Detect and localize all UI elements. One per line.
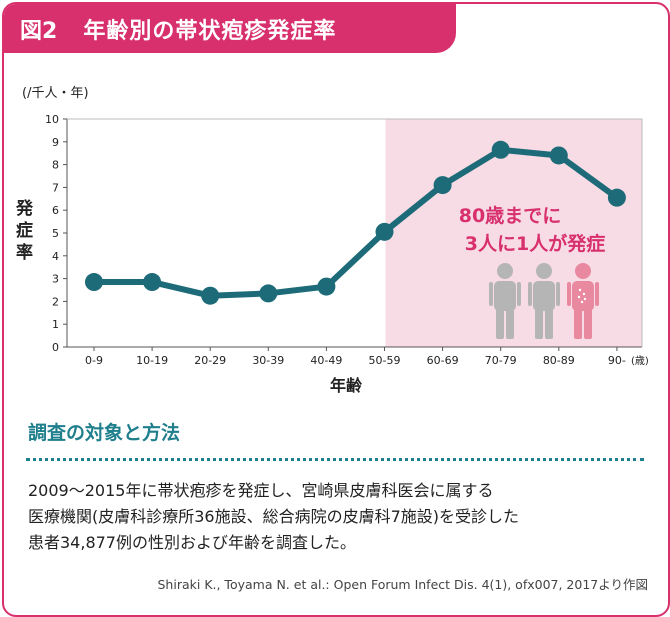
y-tick-label: 5 <box>52 227 59 240</box>
x-tick-label: 0-9 <box>85 354 103 367</box>
y-tick-label: 10 <box>45 113 59 126</box>
person-arm <box>556 282 560 306</box>
data-point <box>491 140 510 159</box>
y-tick-label: 1 <box>52 318 59 331</box>
figure-title-bar: 図2 年齢別の帯状疱疹発症率 <box>4 4 456 53</box>
rash-dot <box>582 292 586 296</box>
person-leg <box>496 309 504 339</box>
x-axis-label: 年齢 <box>330 376 363 395</box>
series-line <box>94 146 619 299</box>
data-point <box>433 176 452 195</box>
person-body <box>533 281 555 311</box>
person-leg <box>545 309 553 339</box>
person-body <box>572 281 594 311</box>
person-arm <box>567 282 571 306</box>
x-tick-label: 40-49 <box>310 354 342 367</box>
data-point <box>259 284 278 303</box>
y-tick-label: 0 <box>52 341 59 354</box>
person-leg <box>535 309 543 339</box>
person-icon <box>489 263 521 339</box>
y-tick-label: 3 <box>52 273 59 286</box>
x-tick-label: 50-59 <box>369 354 401 367</box>
y-tick-label: 7 <box>52 181 59 194</box>
data-point <box>143 273 162 292</box>
x-tick-label: 20-29 <box>194 354 226 367</box>
person-leg <box>574 309 582 339</box>
line-chart: 0 1 2 3 4 5 6 7 8 9 10 0-9 10-19 20-29 30-39 40-49 50-59… <box>45 113 649 367</box>
y-tick-label: 2 <box>52 295 59 308</box>
x-tick-label: 70-79 <box>485 354 517 367</box>
person-leg <box>506 309 514 339</box>
data-point <box>375 222 394 241</box>
methods-line: 医療機関(皮膚科診療所36施設、総合病院の皮膚科7施設)を受診した <box>28 507 520 526</box>
figure-title: 年齢別の帯状疱疹発症率 <box>83 18 337 44</box>
x-tick-label: 80-89 <box>543 354 575 367</box>
data-point <box>607 188 626 207</box>
y-tick-label: 8 <box>52 159 59 172</box>
person-arm <box>517 282 521 306</box>
person-arm <box>595 282 599 306</box>
y-tick-label: 6 <box>52 204 59 217</box>
y-tick-label: 4 <box>52 250 59 263</box>
y-axis-unit: (/千人・年) <box>22 86 89 101</box>
x-axis-unit: (歳) <box>631 355 649 367</box>
person-icon-affected <box>567 263 599 339</box>
methods-line: 2009〜2015年に帯状疱疹を発症し、宮崎県皮膚科医会に属する <box>28 481 494 500</box>
rash-dot <box>578 288 582 292</box>
figure-number: 図2 <box>20 18 58 44</box>
person-arm <box>528 282 532 306</box>
person-head <box>575 263 591 279</box>
x-tick-label: 90- <box>608 354 626 367</box>
person-body <box>494 281 516 311</box>
data-point <box>201 286 220 305</box>
rash-dot <box>580 300 584 304</box>
annotation-line-1: 80歳までに <box>459 205 561 227</box>
x-tick-label: 30-39 <box>252 354 284 367</box>
rash-dot <box>583 297 587 301</box>
methods-heading: 調査の対象と方法 <box>28 422 181 444</box>
person-arm <box>489 282 493 306</box>
person-leg <box>584 309 592 339</box>
data-point <box>85 273 103 292</box>
x-tick-label: 60-69 <box>427 354 459 367</box>
y-axis-label: 発症率 <box>16 199 33 263</box>
annotation-line-2: 3人に1人が発症 <box>465 232 605 255</box>
x-tick-label: 10-19 <box>136 354 168 367</box>
rash-dot <box>577 295 581 299</box>
methods-text: 2009〜2015年に帯状疱疹を発症し、宮崎県皮膚科医会に属する 医療機関(皮膚… <box>28 478 648 556</box>
data-point <box>317 277 336 296</box>
person-head <box>497 263 513 279</box>
y-tick-label: 9 <box>52 136 59 149</box>
dotted-divider <box>26 458 644 461</box>
methods-line: 患者34,877例の性別および年齢を調査した。 <box>28 533 356 552</box>
data-point <box>549 146 568 165</box>
citation: Shiraki K., Toyama N. et al.: Open Forum… <box>157 577 649 592</box>
person-head <box>536 263 552 279</box>
person-icon <box>528 263 560 339</box>
